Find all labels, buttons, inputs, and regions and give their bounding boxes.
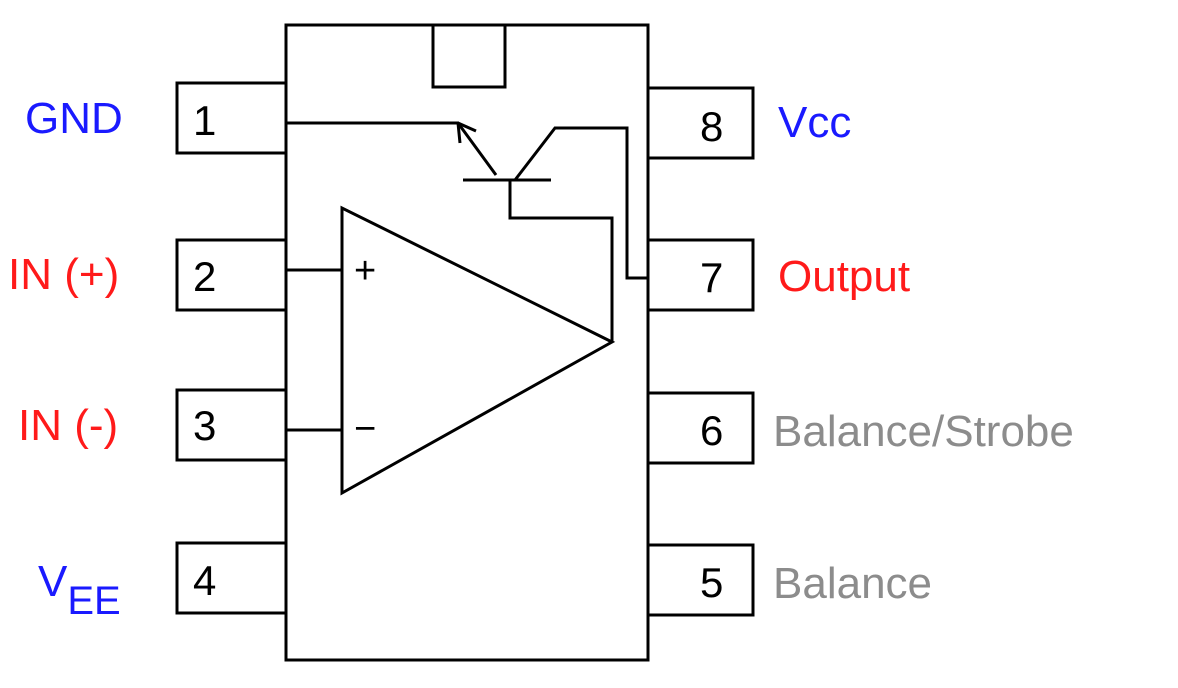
orientation-notch <box>431 23 507 89</box>
pin-1-number: 1 <box>193 97 217 144</box>
pin-3-number: 3 <box>193 402 217 449</box>
pin-6-number: 6 <box>700 407 724 454</box>
pin-4-pad <box>175 541 288 615</box>
pin-5-pad <box>646 543 755 617</box>
gnd-emitter-wire <box>286 121 498 176</box>
pin-7-label: Output <box>778 252 911 301</box>
ic-body <box>284 23 650 662</box>
collector-wire <box>513 126 648 280</box>
pin-1-label: GND <box>25 94 123 143</box>
minus-sign: − <box>354 408 377 450</box>
pin-4-number: 4 <box>193 557 217 604</box>
pin-5-number: 5 <box>700 559 724 606</box>
pin-1-pad <box>175 81 288 155</box>
pin-4-label-main: V <box>38 557 68 606</box>
comparator-triangle <box>340 205 616 496</box>
pin-6-pad <box>646 391 755 465</box>
pin-2-label: IN (+) <box>8 250 120 299</box>
pin-3-label: IN (-) <box>18 401 119 450</box>
pin-7-pad <box>646 238 755 312</box>
pin-3-pad <box>175 388 288 462</box>
pin-2-pad <box>175 238 288 312</box>
pin-8-number: 8 <box>700 103 724 150</box>
base-drive-wire <box>508 180 614 342</box>
pin-8-pad <box>646 86 755 160</box>
emitter-arrow <box>456 121 477 144</box>
pin-4-label-sub: EE <box>67 579 121 623</box>
pin-4-label: VEE <box>38 557 121 622</box>
pin-8-label: Vcc <box>778 98 852 147</box>
pin-2-number: 2 <box>193 253 217 300</box>
pin-7-number: 7 <box>700 254 724 301</box>
pin-5-label: Balance <box>773 559 933 608</box>
plus-sign: + <box>354 250 377 292</box>
pin-6-label: Balance/Strobe <box>773 407 1074 456</box>
